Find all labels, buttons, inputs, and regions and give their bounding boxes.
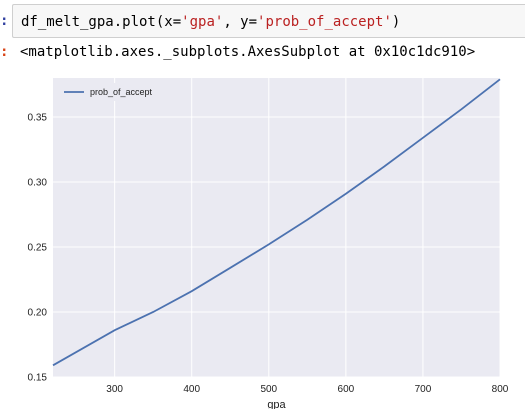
- x-tick-label: 700: [415, 384, 432, 395]
- x-tick-label: 400: [183, 384, 200, 395]
- y-tick-label: 0.35: [28, 113, 48, 124]
- x-tick-label: 600: [338, 384, 355, 395]
- legend-label: prob_of_accept: [90, 87, 153, 97]
- y-tick-label: 0.20: [28, 308, 48, 319]
- y-tick-label: 0.30: [28, 178, 48, 189]
- x-tick-label: 500: [260, 384, 277, 395]
- x-tick-label: 800: [492, 384, 509, 395]
- plot-area: [53, 78, 500, 377]
- y-tick-label: 0.25: [28, 243, 48, 254]
- x-tick-label: 300: [106, 384, 123, 395]
- y-tick-label: 0.15: [28, 373, 48, 384]
- x-axis-label: gpa: [267, 399, 286, 409]
